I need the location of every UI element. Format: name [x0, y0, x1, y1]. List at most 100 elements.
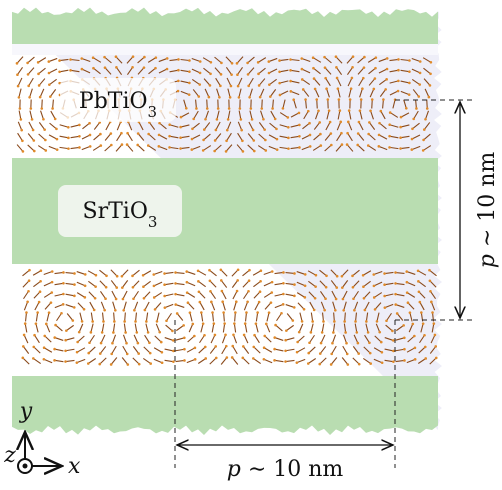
arrow-head — [407, 301, 410, 304]
polarization-arrow — [286, 360, 295, 361]
polarization-arrow — [286, 349, 295, 351]
arrow-head — [103, 56, 106, 59]
arrow-head — [334, 309, 337, 312]
arrow-head — [149, 362, 152, 365]
arrow-head — [333, 320, 336, 323]
arrow-head — [202, 139, 205, 142]
polarization-arrow — [128, 133, 133, 141]
arrow-head — [259, 290, 262, 293]
arrow-head — [282, 303, 285, 306]
polarization-arrow — [18, 122, 21, 130]
polarization-arrow — [134, 302, 137, 310]
arrow-head — [126, 353, 129, 356]
polarization-arrow — [80, 313, 82, 322]
polarization-arrow — [117, 133, 122, 141]
arrow-head — [324, 77, 327, 80]
polarization-arrow — [223, 324, 224, 333]
arrow-head — [80, 57, 83, 60]
arrow-head — [188, 59, 191, 62]
arrow-head — [319, 144, 322, 147]
arrow-head — [252, 129, 255, 132]
polarization-arrow — [143, 281, 150, 286]
arrow-head — [349, 98, 352, 101]
polarization-arrow — [90, 302, 94, 310]
arrow-head — [364, 309, 367, 312]
arrow-head — [311, 320, 314, 323]
polarization-arrow — [50, 123, 57, 129]
label-text: SrTiO — [83, 199, 148, 224]
polarization-arrow — [49, 146, 57, 149]
polarization-arrow — [267, 313, 269, 322]
arrow-head — [76, 351, 79, 354]
arrow-head — [339, 109, 342, 112]
arrow-head — [402, 324, 405, 327]
arrow-head — [301, 320, 304, 323]
arrow-head — [198, 290, 201, 293]
arrow-head — [289, 80, 292, 83]
arrow-head — [351, 275, 354, 278]
arrow-head — [282, 282, 285, 285]
polarization-arrow — [24, 302, 27, 310]
arrow-head — [265, 323, 268, 326]
arrow-head — [160, 341, 163, 344]
arrow-head — [58, 70, 61, 73]
polarization-arrow — [254, 292, 260, 299]
arrow-head — [43, 335, 46, 338]
arrow-head — [257, 61, 260, 64]
arrow-head — [260, 269, 263, 272]
arrow-head — [434, 345, 437, 348]
arrow-head — [276, 148, 279, 151]
arrow-head — [406, 291, 409, 294]
arrow-head — [293, 306, 296, 309]
polarization-arrow — [122, 280, 127, 287]
arrow-head — [309, 145, 312, 148]
arrow-head — [352, 55, 355, 58]
polarization-arrow — [91, 324, 93, 333]
arrow-head — [84, 284, 87, 287]
arrow-head — [40, 107, 43, 110]
polarization-arrow — [36, 324, 38, 333]
y-axis-label: y — [19, 399, 33, 424]
arrow-head — [308, 122, 311, 125]
arrow-head — [363, 297, 366, 300]
arrow-head — [256, 311, 259, 314]
polarization-arrow — [286, 325, 293, 330]
arrow-head — [221, 290, 224, 293]
arrow-head — [110, 353, 113, 356]
polarization-arrow — [66, 273, 75, 274]
polarization-arrow — [77, 359, 85, 362]
arrow-head — [19, 107, 22, 110]
arrow-head — [199, 60, 202, 63]
polarization-arrow — [212, 324, 214, 333]
arrow-head — [143, 297, 146, 300]
polarization-arrow — [310, 335, 315, 342]
arrow-head — [120, 132, 123, 135]
arrow-head — [39, 290, 42, 293]
arrow-head — [410, 148, 413, 151]
polarization-arrow — [49, 79, 56, 84]
polarization-arrow — [275, 360, 284, 361]
arrow-head — [213, 150, 216, 153]
polarization-arrow — [223, 302, 226, 311]
arrow-head — [296, 361, 299, 364]
arrow-head — [132, 297, 135, 300]
polarization-arrow — [222, 291, 226, 299]
arrow-head — [312, 67, 315, 70]
polarization-arrow — [60, 136, 69, 138]
polarization-arrow — [111, 280, 116, 287]
arrow-head — [273, 336, 276, 339]
arrow-head — [340, 132, 343, 135]
polarization-arrow — [113, 324, 114, 333]
polarization-arrow — [244, 302, 247, 310]
polarization-arrow — [200, 335, 205, 342]
arrow-head — [224, 333, 227, 336]
arrow-head — [397, 90, 400, 93]
arrow-head — [268, 311, 271, 314]
arrow-head — [179, 126, 182, 129]
arrow-head — [399, 147, 402, 150]
arrow-head — [78, 124, 81, 127]
arrow-head — [16, 62, 19, 65]
arrow-head — [147, 144, 150, 147]
arrow-head — [287, 147, 290, 150]
arrow-head — [44, 139, 47, 142]
